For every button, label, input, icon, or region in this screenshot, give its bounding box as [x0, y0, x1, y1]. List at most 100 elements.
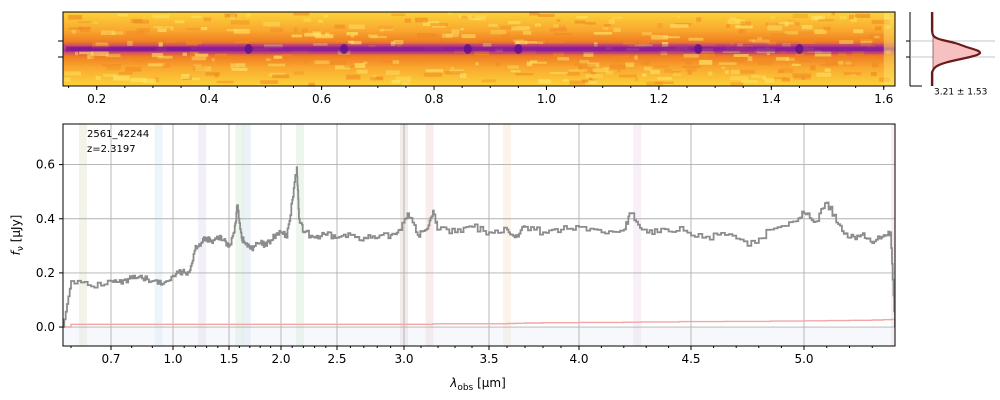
heatmap-pixel	[71, 29, 76, 34]
heatmap-pixel	[850, 17, 857, 23]
x-tick-label: 5.0	[794, 352, 813, 366]
heatmap-pixel	[430, 23, 448, 27]
heatmap-pixel	[281, 53, 292, 57]
heatmap-pixel	[488, 23, 498, 27]
heatmap-pixel	[77, 26, 91, 30]
heatmap-pixel	[93, 21, 98, 24]
heatmap-pixel	[214, 73, 219, 78]
spectrum-2d-panel: 0.2 0.4 0.6 0.8 1.0 1.2 1.4 1.6	[58, 11, 896, 106]
main-grid	[63, 124, 895, 346]
heatmap-pixel	[634, 44, 653, 47]
heatmap-pixel	[583, 69, 593, 73]
heatmap-pixel	[363, 61, 368, 64]
heatmap-pixel	[188, 77, 201, 81]
heatmap-pixel	[325, 32, 330, 36]
heatmap-pixel	[422, 55, 426, 60]
heatmap-pixel	[68, 14, 83, 20]
heatmap-pixel	[824, 68, 831, 72]
heatmap-pixel	[623, 42, 638, 46]
heatmap-pixel	[662, 42, 669, 47]
heatmap-pixel	[119, 71, 133, 75]
heatmap-pixel	[291, 34, 302, 38]
heatmap-pixel	[857, 37, 876, 42]
heatmap-pixel	[672, 72, 682, 76]
heatmap-pixel	[797, 31, 815, 35]
heatmap-emission-blob	[340, 44, 349, 54]
heatmap-pixel	[189, 51, 200, 57]
heatmap-pixel	[730, 43, 734, 46]
heatmap-pixel	[268, 72, 285, 77]
heatmap-pixel	[853, 29, 864, 34]
heatmap-pixel	[740, 69, 756, 74]
heatmap-pixel	[481, 79, 497, 83]
heatmap-pixel	[182, 52, 187, 56]
heatmap-pixel	[64, 71, 82, 76]
heatmap-pixel	[757, 37, 763, 40]
heatmap-pixel	[460, 38, 479, 43]
y-axis-label: fν [μJy]	[9, 215, 26, 256]
heatmap-pixel	[699, 59, 713, 65]
heatmap-pixel	[646, 81, 663, 86]
heatmap-pixel	[609, 64, 626, 70]
profile-line	[930, 12, 982, 86]
line-band	[296, 124, 305, 346]
heatmap-pixel	[585, 22, 596, 25]
main-frame	[62, 123, 896, 347]
spatial-profile-panel: 3.21 ± 1.53	[906, 12, 995, 98]
heatmap-pixel	[78, 21, 91, 24]
heatmap-pixel	[845, 61, 852, 66]
heatmap-pixel	[568, 69, 588, 72]
heatmap-pixel	[549, 72, 568, 75]
heatmap-pixel	[583, 52, 594, 57]
heatmap-pixel	[801, 24, 813, 30]
heatmap-pixel	[193, 64, 202, 68]
heatmap-pixel	[603, 24, 611, 27]
heatmap-pixel	[482, 43, 492, 47]
heatmap-pixel	[368, 44, 376, 48]
spectrum-1d-panel: 0.0 0.2 0.4 0.6 0.7 1.0 1.5 2.0 2.5 3.0 3.5 4.0 4.5…	[9, 123, 896, 393]
heatmap-pixel	[90, 55, 98, 61]
y-tick-label: 0.0	[36, 320, 55, 334]
heatmap-pixel	[460, 28, 465, 31]
heatmap-pixel	[395, 76, 412, 82]
x-axis-label: λobs [μm]	[449, 376, 506, 393]
heatmap-trace	[65, 12, 895, 86]
heatmap-pixel	[850, 73, 857, 76]
heatmap-pixel	[660, 50, 668, 56]
heatmap-pixel	[688, 37, 704, 41]
heatmap-pixel	[730, 76, 749, 80]
heatmap-pixel	[718, 62, 737, 65]
heatmap-pixel	[765, 22, 785, 26]
heatmap-pixel	[525, 41, 544, 44]
heatmap-pixel	[185, 57, 192, 60]
heatmap-pixel	[260, 80, 278, 84]
heatmap-pixel	[787, 20, 796, 23]
heatmap-pixel	[224, 13, 237, 18]
object-id-label: 2561_42244	[87, 129, 149, 140]
heatmap-pixel	[507, 65, 519, 69]
heatmap-pixel	[391, 80, 401, 84]
heatmap-pixel	[663, 36, 680, 39]
profile-annotation: 3.21 ± 1.53	[934, 88, 987, 98]
heatmap-pixel	[740, 21, 752, 26]
heatmap-pixel	[314, 60, 330, 65]
x-tick-label: 2.5	[327, 352, 346, 366]
heatmap-pixel	[733, 54, 749, 57]
heatmap-x-tick-label: 0.6	[312, 92, 331, 106]
heatmap-pixel	[740, 80, 758, 83]
heatmap-pixel	[558, 24, 567, 29]
heatmap-pixel	[573, 63, 580, 66]
heatmap-x-tick-label: 1.4	[762, 92, 781, 106]
heatmap-pixel	[475, 62, 479, 66]
heatmap-pixel	[747, 56, 753, 62]
line-band	[198, 124, 207, 346]
heatmap-pixel	[113, 75, 130, 81]
heatmap-pixel	[860, 43, 872, 47]
heatmap-pixel	[397, 44, 402, 48]
heatmap-pixel	[463, 39, 478, 43]
heatmap-pixel	[371, 75, 377, 78]
heatmap-pixel	[703, 52, 711, 56]
heatmap-pixel	[685, 59, 692, 65]
heatmap-pixel	[293, 71, 305, 75]
heatmap-pixel	[270, 27, 284, 33]
